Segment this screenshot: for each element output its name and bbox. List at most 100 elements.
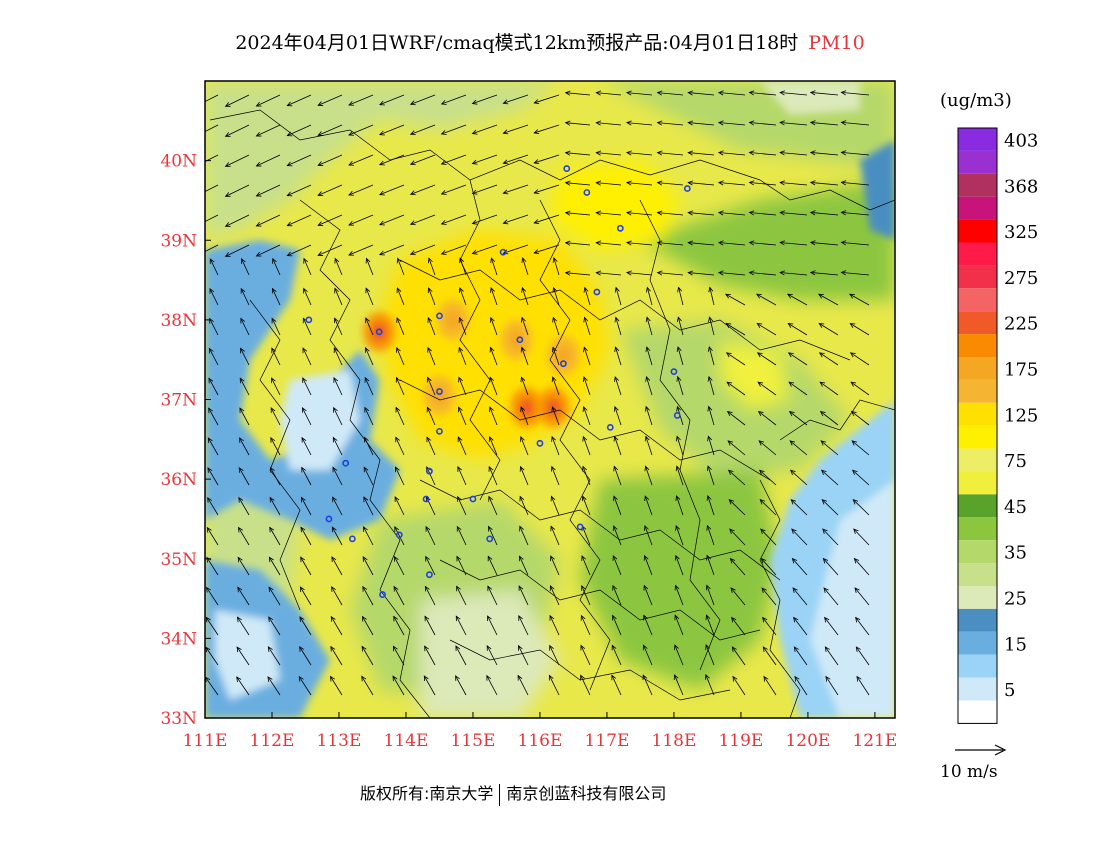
wind-arrow-shaft [790,499,808,516]
legend-swatch [958,677,997,701]
wind-arrow-shaft [207,467,219,486]
wind-arrow-head [583,316,589,323]
wind-arrow-head [334,287,339,294]
wind-arrow-head [626,90,632,96]
wind-arrow-shaft [852,499,870,516]
wind-arrow-head [626,210,632,216]
city-marker [379,591,386,598]
wind-arrow-head [549,614,555,621]
wind-arrow-head [788,410,795,417]
city-marker [683,185,691,192]
wind-arrow-shaft [708,376,715,396]
wind-arrow-shaft [396,347,405,366]
wind-arrow-head [205,646,211,653]
legend-label: 225 [1004,314,1038,335]
wind-arrow-shaft [503,94,529,104]
wind-arrow-shaft [677,317,684,336]
wind-arrow-shaft [208,407,219,426]
wind-arrow-head [717,240,724,246]
wind-arrow-head [303,287,308,294]
wind-arrow-head [440,190,447,195]
wind-arrow-head [300,526,306,533]
legend-swatch [958,540,997,564]
y-axis: 33N 34N 35N 36N 37N 38N 39N 40N [160,152,211,729]
legend-swatch [958,219,997,243]
wind-arrow-head [791,557,798,564]
wind-arrow-head [674,614,680,621]
wind-arrow-head [334,257,340,264]
wind-arrow-shaft [240,288,250,306]
wind-arrow-shaft [788,381,808,396]
wind-arrow-shaft [256,94,281,107]
hotspot-core [445,310,460,329]
wind-arrow-head [379,220,385,226]
legend-frame [957,127,998,724]
wind-arrow-shaft [455,675,467,696]
wind-arrow-head [820,440,827,446]
wind-arrow-shaft [456,556,467,576]
wind-arrow-shaft [749,182,777,186]
wind-arrow-head [255,161,262,167]
wind-arrow-head [236,616,242,623]
wind-arrow-shaft [225,184,250,197]
wind-arrow-head [809,90,816,96]
wind-arrow-shaft [330,676,343,696]
wind-arrow-shaft [825,676,839,696]
wind-arrow-head [205,616,211,623]
wind-arrow-shaft [472,214,498,225]
wind-arrow-head [851,469,858,476]
wind-arrow-shaft [615,317,622,336]
wind-arrow-shaft [688,122,715,126]
wind-arrow-shaft [503,154,529,164]
legend-swatch [958,128,997,151]
wind-arrow-shaft [793,646,808,666]
legend-label: 5 [1004,680,1015,701]
wind-arrow-shaft [855,646,870,666]
wind-reference-arrow [955,744,1007,756]
wind-arrow-shaft [256,124,281,137]
wind-arrow-shaft [855,617,870,636]
wind-arrow-head [760,528,766,534]
wind-arrow-head [365,317,370,324]
wind-arrow-head [533,189,540,195]
wind-arrow-shaft [239,437,250,456]
wind-arrow-shaft [596,212,622,216]
wind-arrow-shaft [823,558,839,576]
wind-arrow-shaft [565,152,591,156]
wind-arrow-head [237,586,243,593]
wind-arrow-shaft [490,347,498,366]
wind-arrow-head [379,100,385,106]
wind-arrow-head [564,90,571,96]
wind-arrow-head [779,240,785,246]
copyright-owner: 版权所有:南京大学 [360,784,494,803]
wind-arrow-head [365,257,371,264]
wind-arrow-shaft [850,323,870,336]
wind-arrow-shaft [614,406,622,426]
wind-arrow-shaft [225,124,250,137]
wind-arrow-head [364,347,370,353]
wind-arrow-shaft [727,440,746,456]
wind-arrow-head [240,347,245,354]
wind-arrow-shaft [726,323,746,336]
wind-arrow-shaft [428,258,436,276]
wind-arrow-head [224,162,231,167]
wind-arrow-shaft [238,497,250,516]
wind-arrow-shaft [441,184,467,195]
wind-arrow-head [687,90,694,96]
wind-arrow-head [819,381,826,387]
wind-arrow-head [757,410,764,417]
wind-arrow-head [581,555,587,561]
wind-arrow-shaft [395,437,405,456]
wind-arrow-shaft [267,676,281,696]
wind-arrow-head [195,103,200,107]
copyright-separator [499,783,501,806]
color-legend: 403 368 325 275 225 175 125 75 45 35 25 15 5 [957,127,1038,724]
wind-arrow-shaft [206,587,219,606]
wind-arrow-shaft [707,436,715,456]
wind-arrow-head [758,440,765,446]
wind-arrow-head [455,675,460,681]
wind-arrow-head [725,323,732,328]
wind-arrow-head [849,352,856,358]
x-tick-label: 117E [585,731,630,751]
